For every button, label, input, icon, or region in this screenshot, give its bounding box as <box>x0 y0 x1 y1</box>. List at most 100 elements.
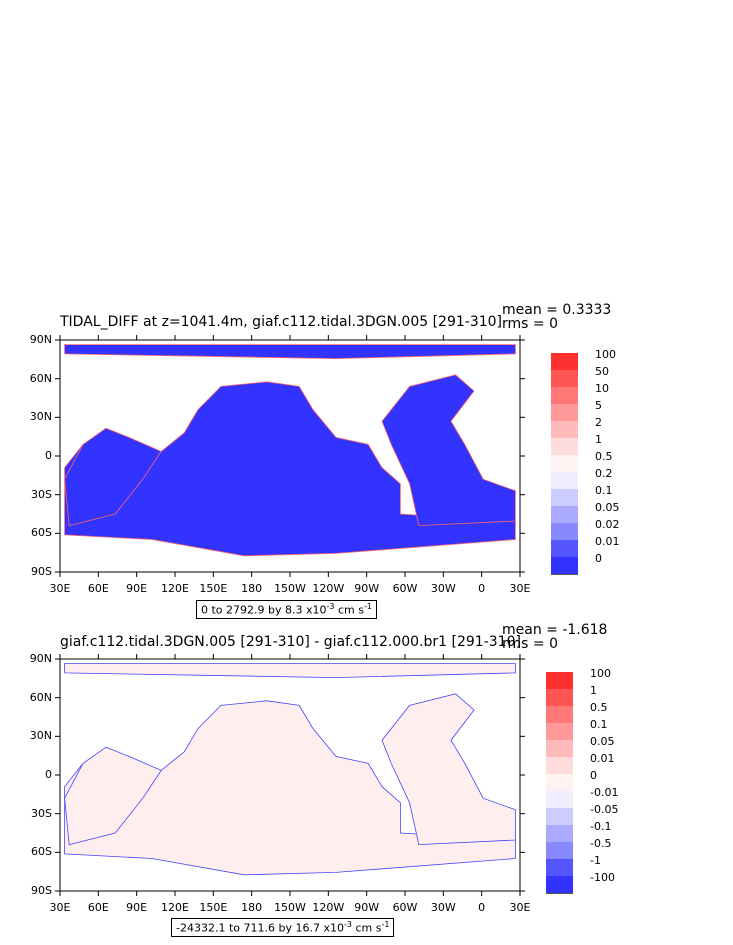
lat-label: 30N <box>29 410 52 424</box>
lon-label: 0 <box>478 901 486 914</box>
colorbar-swatch <box>546 791 573 809</box>
colorbar-swatch <box>546 859 573 877</box>
lat-label: 30S <box>31 487 52 501</box>
ocean-basin <box>381 374 516 527</box>
lat-label: 30N <box>29 729 52 743</box>
ocean-basin <box>381 693 516 846</box>
colorbar-label: -0.01 <box>590 786 619 799</box>
lat-label: 0 <box>45 768 52 781</box>
colorbar-swatch <box>546 876 573 894</box>
colorbar-swatch <box>551 387 578 405</box>
bottom-axis-ticks <box>55 654 525 896</box>
lon-label: 150W <box>274 901 306 914</box>
lon-label: 0 <box>478 582 486 595</box>
colorbar-swatch <box>551 370 578 388</box>
top-range-box: 0 to 2792.9 by 8.3 x10-3 cm s-1 <box>196 600 377 619</box>
colorbar-label: 0.1 <box>590 718 608 731</box>
lon-label: 120W <box>312 901 345 914</box>
lat-label: 90N <box>29 652 52 665</box>
colorbar-swatch <box>546 706 573 724</box>
colorbar-swatch <box>551 557 578 575</box>
ocean-basin <box>64 381 516 557</box>
colorbar-swatch <box>546 740 573 758</box>
bottom-mean-stat: mean = -1.618 <box>502 622 608 638</box>
colorbar-label: -0.1 <box>590 820 612 833</box>
lat-label: 90N <box>29 333 52 346</box>
colorbar-label: 0.02 <box>595 518 620 531</box>
top-map-plot <box>55 335 525 577</box>
top-map-panel: TIDAL_DIFF at z=1041.4m, giaf.c112.tidal… <box>0 295 733 619</box>
lon-label: 60E <box>87 901 109 914</box>
lon-label: 120W <box>312 582 345 595</box>
colorbar-label: 0.01 <box>595 535 620 548</box>
lon-label: 30E <box>509 582 531 595</box>
colorbar-label: 5 <box>595 399 602 412</box>
colorbar-swatch <box>551 455 578 473</box>
lon-label: 180 <box>241 901 263 914</box>
colorbar-label: 10 <box>595 382 609 395</box>
colorbar-swatch <box>546 774 573 792</box>
lat-label: 90S <box>31 884 52 897</box>
lon-label: 150W <box>274 582 306 595</box>
lat-label: 30S <box>31 806 52 820</box>
top-ocean-field <box>64 344 516 557</box>
colorbar-swatch <box>546 825 573 843</box>
top-axis-ticks <box>55 335 525 577</box>
lon-label: 60E <box>87 582 109 595</box>
lon-label: 120E <box>161 901 189 914</box>
lon-label: 90E <box>126 901 148 914</box>
colorbar-label: 0.2 <box>595 467 613 480</box>
colorbar-swatch <box>546 757 573 775</box>
lon-label: 60W <box>392 582 418 595</box>
colorbar-label: 100 <box>590 667 611 680</box>
colorbar-label: 0 <box>590 769 597 782</box>
lon-label: 180 <box>241 582 263 595</box>
colorbar-label: -100 <box>590 871 615 884</box>
lat-label: 60S <box>31 845 52 859</box>
top-rms-stat: rms = 0 <box>502 316 558 332</box>
lon-label: 30E <box>49 582 71 595</box>
lon-label: 150E <box>199 901 228 914</box>
bottom-range-box: -24332.1 to 711.6 by 16.7 x10-3 cm s-1 <box>171 918 395 937</box>
ocean-basin <box>64 344 516 360</box>
lat-label: 60S <box>31 526 52 540</box>
bottom-map-panel: giaf.c112.tidal.3DGN.005 [291-310] - gia… <box>0 615 733 945</box>
colorbar-label: -0.05 <box>590 803 619 816</box>
lon-label: 90E <box>126 582 148 595</box>
colorbar-swatch <box>546 689 573 707</box>
colorbar-label: 0.05 <box>590 735 615 748</box>
lon-label: 120E <box>161 582 189 595</box>
colorbar-label: 0 <box>595 552 602 565</box>
colorbar-swatch <box>551 472 578 490</box>
colorbar-swatch <box>551 404 578 422</box>
bottom-map-title: giaf.c112.tidal.3DGN.005 [291-310] - gia… <box>60 634 521 650</box>
top-mean-stat: mean = 0.3333 <box>502 302 612 318</box>
lon-label: 90W <box>354 901 380 914</box>
colorbar-label: 0.5 <box>590 701 608 714</box>
ocean-basin <box>64 427 162 527</box>
bottom-ocean-field <box>64 663 516 876</box>
lon-label: 90W <box>354 582 380 595</box>
colorbar-label: 0.1 <box>595 484 613 497</box>
colorbar-label: 1 <box>590 684 597 697</box>
colorbar-label: 100 <box>595 348 616 361</box>
bottom-map-plot <box>55 654 525 896</box>
colorbar-swatch <box>551 489 578 507</box>
colorbar-swatch <box>551 540 578 558</box>
lon-label: 60W <box>392 901 418 914</box>
lon-label: 30W <box>430 901 456 914</box>
colorbar-label: 1 <box>595 433 602 446</box>
bottom-rms-stat: rms = 0 <box>502 636 558 652</box>
colorbar-label: 0.05 <box>595 501 620 514</box>
lat-label: 60N <box>29 371 52 385</box>
lat-label: 90S <box>31 565 52 578</box>
colorbar-swatch <box>551 438 578 456</box>
colorbar-label: 50 <box>595 365 609 378</box>
colorbar-swatch <box>551 353 578 371</box>
colorbar-label: 0.01 <box>590 752 615 765</box>
colorbar-swatch <box>551 506 578 524</box>
colorbar-swatch <box>546 808 573 826</box>
colorbar-swatch <box>551 523 578 541</box>
colorbar-swatch <box>551 421 578 439</box>
colorbar-label: -1 <box>590 854 601 867</box>
